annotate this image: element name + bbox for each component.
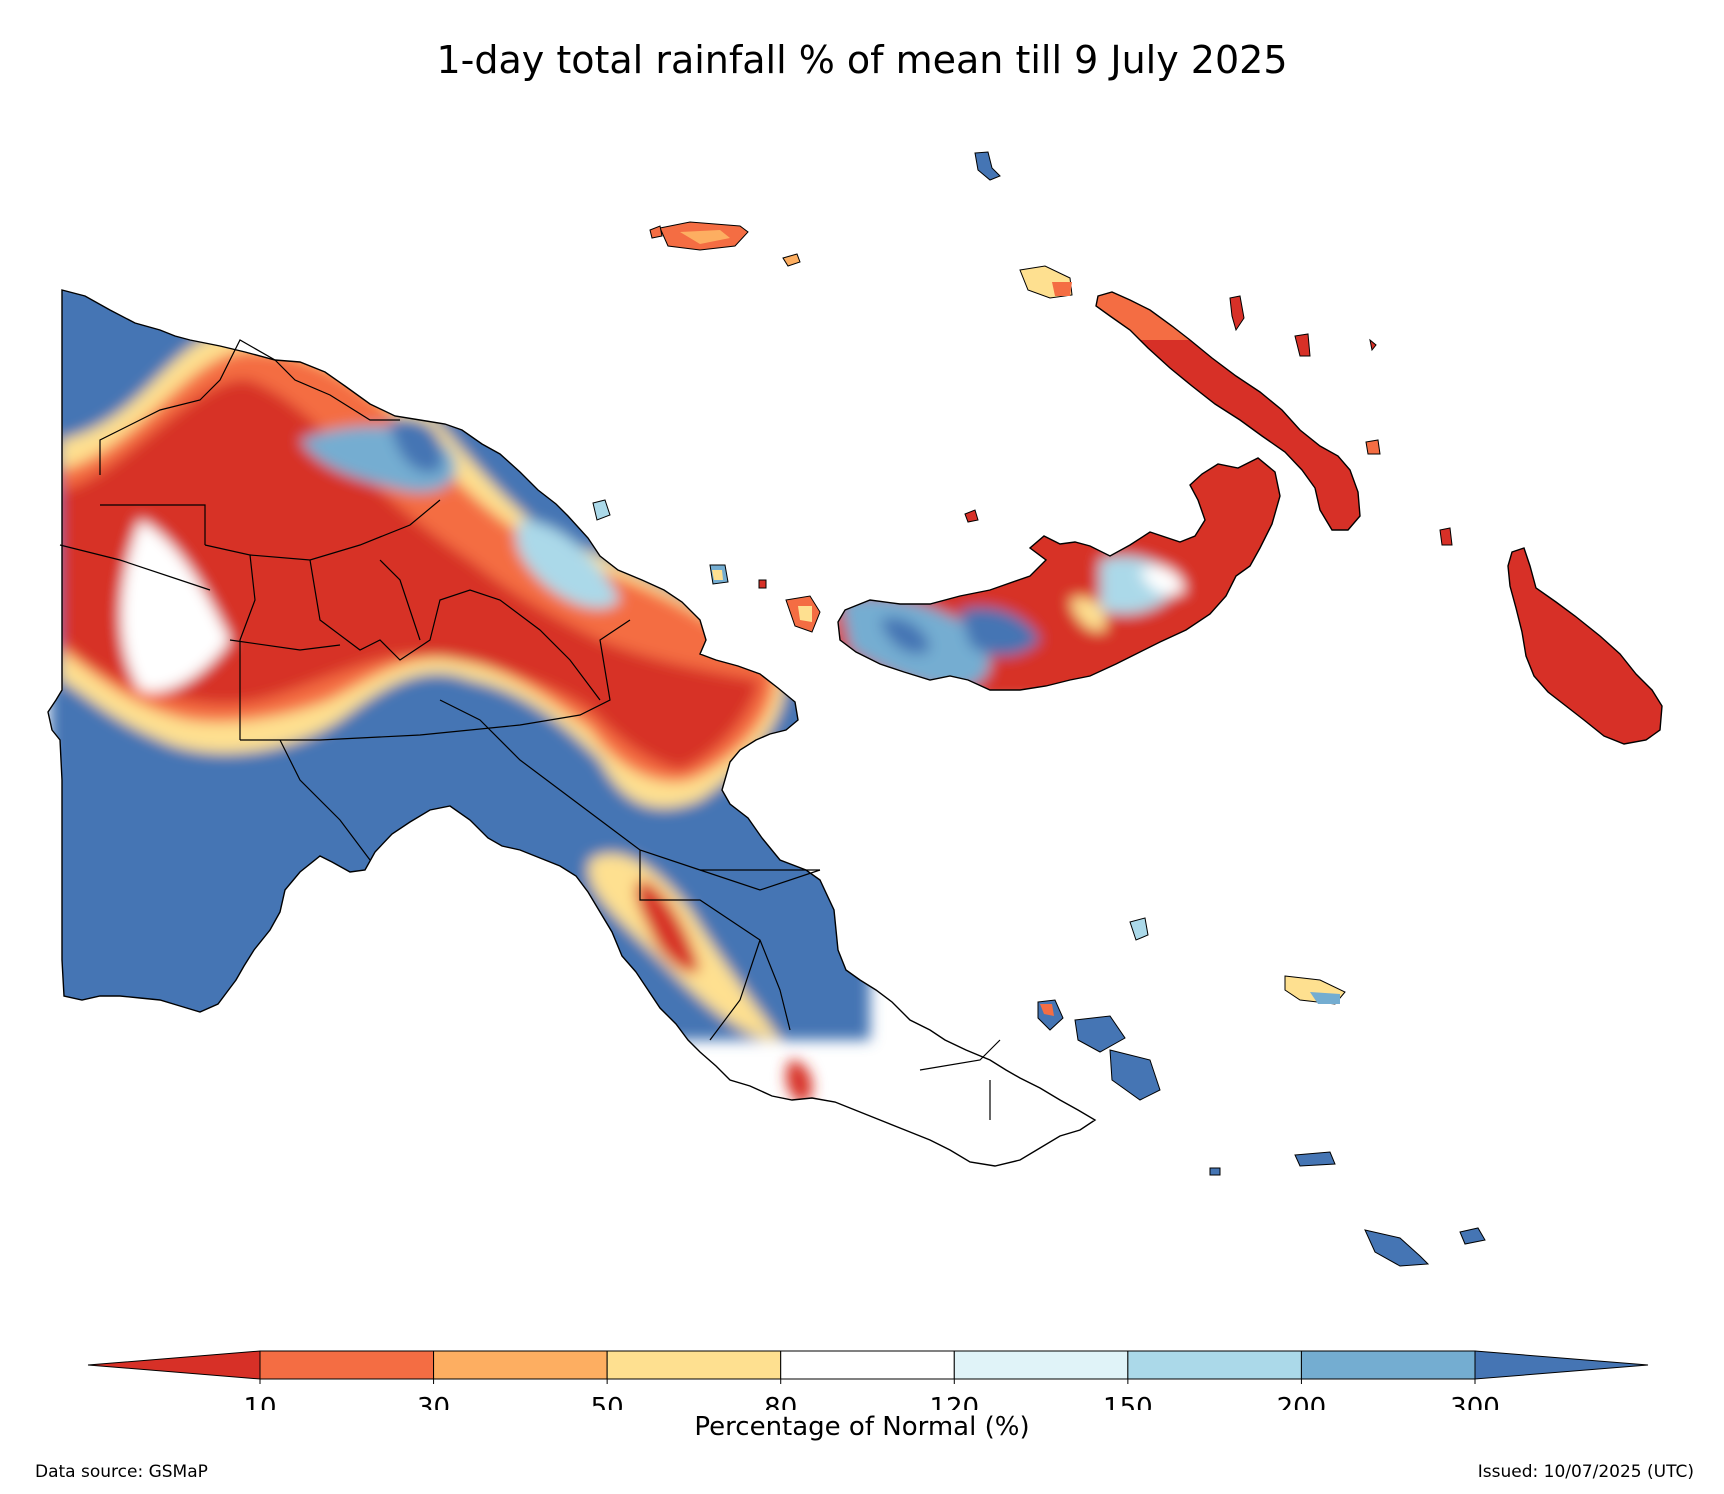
data-source-note: Data source: GSMaP [35, 1462, 208, 1482]
colorbar-bins [87, 1350, 1649, 1380]
colorbar-tick-label: 30 [417, 1393, 450, 1410]
issued-date-note: Issued: 10/07/2025 (UTC) [1477, 1462, 1694, 1482]
colorbar-tick-label: 200 [1277, 1393, 1327, 1410]
colorbar-ticks: 10 30 50 80 120 150 200 300 [243, 1379, 1500, 1410]
colorbar-bin [780, 1350, 955, 1380]
colorbar-tick-label: 120 [929, 1393, 979, 1410]
colorbar: 10 30 50 80 120 150 200 300 [87, 1350, 1649, 1410]
colorbar-tick-label: 150 [1103, 1393, 1153, 1410]
colorbar-bin [953, 1350, 1129, 1380]
rainfall-map [47, 151, 1663, 1267]
colorbar-bin [1300, 1350, 1476, 1380]
colorbar-tick-label: 300 [1450, 1393, 1500, 1410]
colorbar-tick-label: 10 [243, 1393, 276, 1410]
small-islands [592, 151, 1486, 1267]
colorbar-label: Percentage of Normal (%) [694, 1412, 1030, 1442]
colorbar-under-arrow [87, 1350, 261, 1380]
map-title: 1-day total rainfall % of mean till 9 Ju… [436, 38, 1288, 82]
province-boundaries [59, 339, 1001, 1120]
colorbar-tick-label: 80 [764, 1393, 797, 1410]
colorbar-bin [433, 1350, 608, 1380]
colorbar-bin [1127, 1350, 1302, 1380]
colorbar-tick-label: 50 [591, 1393, 624, 1410]
colorbar-over-arrow [1474, 1350, 1649, 1380]
colorbar-bin [259, 1350, 435, 1380]
colorbar-bin [606, 1350, 782, 1380]
